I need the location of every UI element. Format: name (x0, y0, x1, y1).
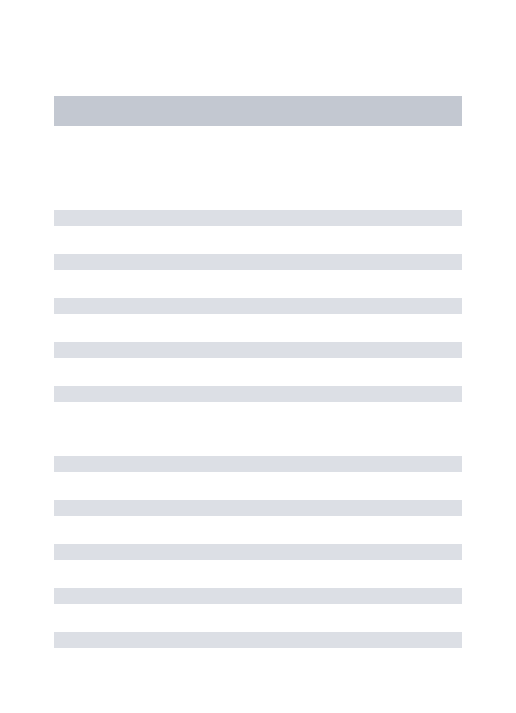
skeleton-line (54, 500, 462, 516)
skeleton-line (54, 632, 462, 648)
skeleton-groups (54, 210, 462, 648)
skeleton-line (54, 298, 462, 314)
skeleton-container (0, 0, 516, 648)
group-gap (54, 430, 462, 456)
skeleton-line (54, 456, 462, 472)
skeleton-line (54, 588, 462, 604)
skeleton-line (54, 386, 462, 402)
skeleton-line (54, 342, 462, 358)
skeleton-header (54, 96, 462, 126)
skeleton-line (54, 544, 462, 560)
skeleton-line (54, 254, 462, 270)
skeleton-line (54, 210, 462, 226)
